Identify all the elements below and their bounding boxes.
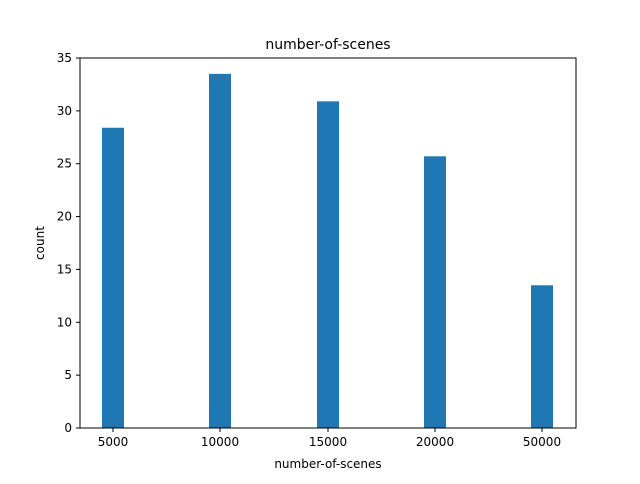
x-tick-label: 10000 [201,435,239,449]
y-tick-label: 5 [64,368,72,382]
y-tick-label: 10 [57,315,72,329]
bar-10000 [209,73,231,429]
y-tick-label: 30 [57,104,72,118]
bar-20000 [424,156,446,428]
y-tick-label: 35 [57,51,72,65]
x-tick-label: 50000 [523,435,561,449]
bars-layer [102,73,553,429]
x-tick-label: 20000 [416,435,454,449]
x-tick-label: 5000 [98,435,129,449]
y-tick-label: 15 [57,262,72,276]
y-tick-label: 0 [64,421,72,435]
bar-15000 [317,101,339,428]
y-axis: 0 5 10 15 20 25 30 35 [57,51,80,435]
y-tick-label: 20 [57,210,72,224]
plot-frame [79,57,577,429]
x-axis: 5000 10000 15000 20000 50000 [98,428,561,449]
y-axis-label: count [33,226,47,260]
bar-50000 [531,285,553,428]
x-axis-label: number-of-scenes [274,457,381,471]
bar-5000 [102,127,124,429]
x-tick-label: 15000 [309,435,347,449]
chart-title: number-of-scenes [265,37,390,53]
y-tick-label: 25 [57,157,72,171]
